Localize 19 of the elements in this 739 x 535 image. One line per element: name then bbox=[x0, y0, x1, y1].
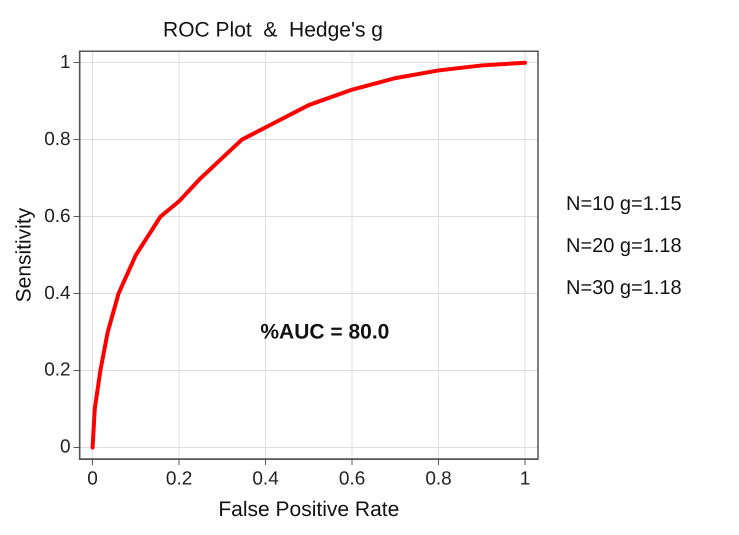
y-tick-label: 0.2 bbox=[44, 360, 71, 381]
y-tick-label: 0.6 bbox=[44, 206, 71, 227]
x-tick-label: 0.4 bbox=[252, 468, 280, 490]
text: N=20 g=1.18 bbox=[566, 235, 682, 258]
y-tick-label: 1 bbox=[60, 52, 71, 73]
x-tick-label: 1 bbox=[520, 468, 530, 490]
y-tick-label: 0.8 bbox=[44, 128, 71, 150]
text: N=30 g=1.18 bbox=[566, 277, 682, 300]
x-tick-label: 0 bbox=[87, 468, 98, 490]
y-tick-label: 0 bbox=[60, 436, 71, 458]
text: N=10 g=1.15 bbox=[566, 193, 682, 216]
x-axis-title: False Positive Rate bbox=[218, 498, 400, 522]
x-tick-label: 0.6 bbox=[338, 468, 366, 490]
x-tick-label: 0.8 bbox=[425, 468, 452, 490]
y-tick-label: 0.4 bbox=[44, 282, 72, 304]
annotation: %AUC = 80.0 bbox=[260, 320, 390, 344]
y-axis-title: Sensitivity bbox=[12, 207, 36, 302]
x-tick-label: 0.2 bbox=[166, 468, 192, 490]
chart-title: ROC Plot & Hedge's g bbox=[163, 18, 383, 42]
